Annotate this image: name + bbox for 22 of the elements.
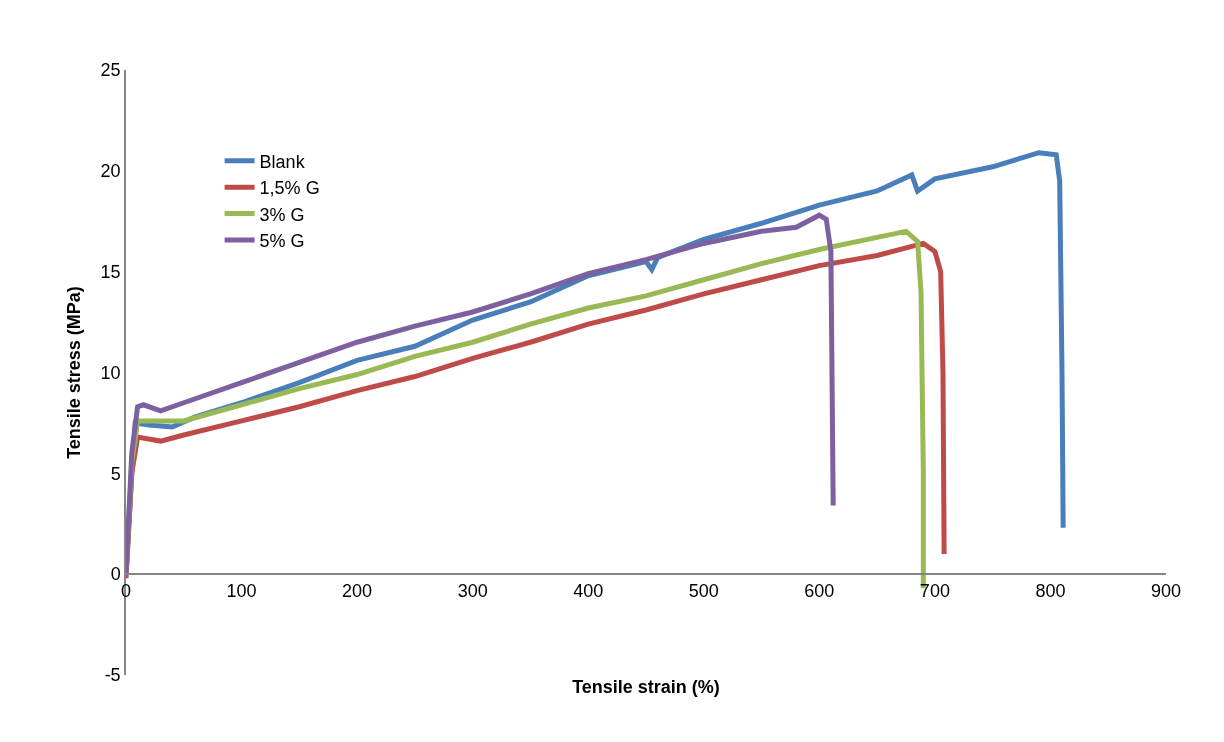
legend-label: 5% G [259, 231, 305, 252]
legend-label: 1,5% G [259, 178, 320, 199]
y-tick-label: 25 [100, 60, 121, 81]
legend-label: Blank [259, 151, 306, 172]
y-tick-label: 0 [110, 564, 121, 585]
y-tick-label: 20 [100, 161, 121, 182]
x-tick-label: 100 [226, 580, 257, 601]
y-tick-label: 10 [100, 362, 121, 383]
y-tick-label: 5 [110, 463, 121, 484]
x-tick-label: 400 [573, 580, 604, 601]
y-axis-title: Tensile stress (MPa) [64, 286, 85, 459]
legend-label: 3% G [259, 204, 305, 225]
y-tick-label: 15 [100, 261, 121, 282]
x-tick-label: 600 [804, 580, 835, 601]
x-axis-title: Tensile strain (%) [572, 677, 720, 698]
x-tick-label: 800 [1035, 580, 1066, 601]
x-tick-label: 900 [1150, 580, 1182, 601]
x-tick-label: 500 [688, 580, 719, 601]
x-tick-label: 700 [919, 580, 950, 601]
x-tick-label: 200 [342, 580, 373, 601]
y-tick-label: -5 [104, 665, 121, 686]
x-tick-label: 300 [457, 580, 488, 601]
